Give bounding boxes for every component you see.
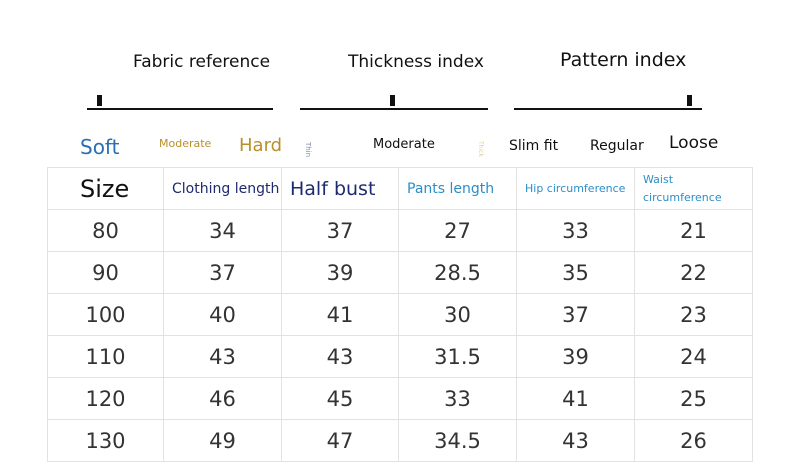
data-cell: 90 (47, 251, 164, 294)
header-cell: Waist circumference (634, 167, 753, 210)
index-label: Slim fit (509, 138, 559, 154)
data-cell: 34.5 (398, 419, 517, 462)
header-cell: Half bust (281, 167, 399, 210)
index-label: Thin (304, 141, 313, 158)
data-cell: 43 (516, 419, 635, 462)
data-row: 130 49 47 34.5 43 26 (47, 419, 753, 462)
data-cell: 37 (281, 209, 399, 252)
index-marker (687, 95, 692, 106)
header-cell: Clothing length (163, 167, 282, 210)
size-table: Size Clothing length Half bust Pants length… (47, 167, 753, 462)
header-cell: Size (47, 167, 164, 210)
header-row: Size Clothing length Half bust Pants length… (47, 167, 753, 210)
header-cell: Pants length (398, 167, 517, 210)
index-label: Soft (80, 135, 120, 159)
data-cell: 37 (516, 293, 635, 336)
index-title: Pattern index (560, 49, 687, 71)
data-cell: 23 (634, 293, 753, 336)
data-row: 100 40 41 30 37 23 (47, 293, 753, 336)
data-cell: 43 (163, 335, 282, 378)
data-cell: 26 (634, 419, 753, 462)
index-title: Thickness index (348, 52, 484, 72)
data-row: 110 43 43 31.5 39 24 (47, 335, 753, 378)
data-cell: 21 (634, 209, 753, 252)
data-cell: 47 (281, 419, 399, 462)
data-cell: 31.5 (398, 335, 517, 378)
data-cell: 39 (516, 335, 635, 378)
data-cell: 24 (634, 335, 753, 378)
index-scale (87, 108, 273, 110)
data-cell: 35 (516, 251, 635, 294)
data-cell: 120 (47, 377, 164, 420)
data-row: 90 37 39 28.5 35 22 (47, 251, 753, 294)
data-cell: 45 (281, 377, 399, 420)
index-label: Regular (590, 138, 644, 154)
data-cell: 33 (516, 209, 635, 252)
data-cell: 30 (398, 293, 517, 336)
data-cell: 25 (634, 377, 753, 420)
data-cell: 110 (47, 335, 164, 378)
data-cell: 100 (47, 293, 164, 336)
data-row: 120 46 45 33 41 25 (47, 377, 753, 420)
index-label: Moderate (159, 137, 212, 150)
index-title: Fabric reference (133, 52, 271, 72)
index-scale (300, 108, 488, 110)
data-cell: 41 (281, 293, 399, 336)
index-label: Hard (239, 135, 283, 156)
data-cell: 46 (163, 377, 282, 420)
data-cell: 40 (163, 293, 282, 336)
data-row: 80 34 37 27 33 21 (47, 209, 753, 252)
data-cell: 28.5 (398, 251, 517, 294)
data-cell: 37 (163, 251, 282, 294)
data-cell: 49 (163, 419, 282, 462)
index-label: Loose (669, 133, 719, 153)
data-cell: 27 (398, 209, 517, 252)
data-cell: 80 (47, 209, 164, 252)
index-marker (97, 95, 102, 106)
data-cell: 39 (281, 251, 399, 294)
data-cell: 33 (398, 377, 517, 420)
header-cell: Hip circumference (516, 167, 635, 210)
data-cell: 43 (281, 335, 399, 378)
index-label: Thick (476, 141, 484, 157)
index-scale (514, 108, 702, 110)
data-cell: 34 (163, 209, 282, 252)
data-cell: 41 (516, 377, 635, 420)
data-cell: 130 (47, 419, 164, 462)
data-cell: 22 (634, 251, 753, 294)
index-label: Moderate (373, 137, 435, 152)
index-marker (390, 95, 395, 106)
